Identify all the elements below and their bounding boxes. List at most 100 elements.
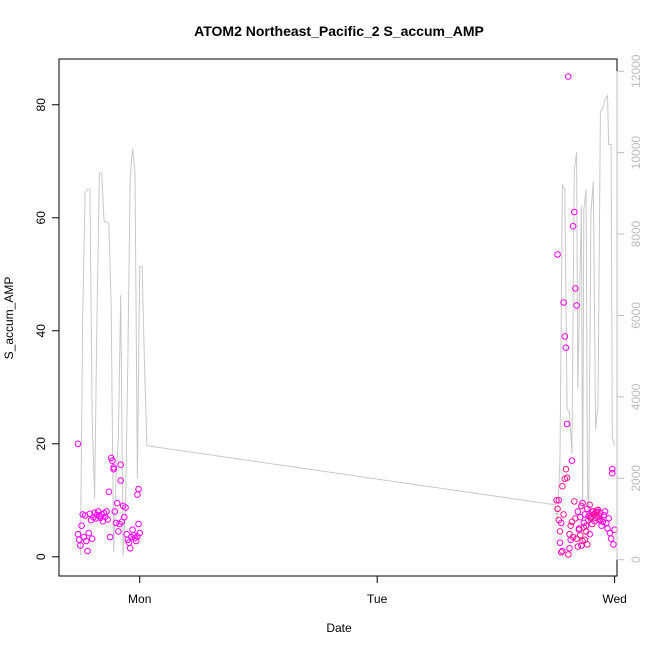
data-point xyxy=(557,549,565,556)
data-point xyxy=(565,73,572,80)
data-point xyxy=(85,529,92,537)
line-series xyxy=(79,93,616,556)
data-point xyxy=(607,535,615,543)
data-point xyxy=(569,222,577,230)
data-point xyxy=(562,465,570,473)
data-point xyxy=(595,512,603,519)
y-tick-label-left: 0 xyxy=(34,553,48,560)
data-point xyxy=(600,511,608,519)
data-point xyxy=(553,497,560,504)
data-point xyxy=(573,302,580,309)
y-tick-label-left: 20 xyxy=(34,437,48,451)
data-point xyxy=(568,518,576,526)
y-tick-label-right: 0 xyxy=(629,556,643,563)
data-point xyxy=(113,499,121,507)
data-point xyxy=(74,440,82,448)
data-point xyxy=(598,522,605,530)
data-point xyxy=(122,504,129,511)
data-point xyxy=(588,520,596,528)
data-point xyxy=(561,333,569,340)
data-point xyxy=(572,515,579,522)
data-point xyxy=(121,513,128,521)
data-point xyxy=(111,508,119,515)
data-point xyxy=(556,539,564,547)
data-point xyxy=(563,474,571,482)
y-tick-label-left: 60 xyxy=(34,211,48,225)
data-point xyxy=(129,526,136,534)
data-point xyxy=(117,461,124,469)
data-point xyxy=(88,535,96,543)
series-line xyxy=(79,93,616,556)
data-point xyxy=(582,528,590,535)
y-tick-label-right: 8000 xyxy=(629,220,643,247)
data-point xyxy=(597,516,604,523)
data-point xyxy=(569,533,577,541)
data-point xyxy=(573,535,580,543)
data-point xyxy=(610,541,617,548)
data-point xyxy=(84,547,91,555)
data-point xyxy=(136,529,143,537)
y-tick-label-left: 40 xyxy=(34,324,48,338)
data-point xyxy=(609,469,616,477)
data-point xyxy=(74,530,82,538)
data-point xyxy=(568,457,576,465)
data-point xyxy=(555,516,563,524)
data-point xyxy=(555,497,563,504)
data-point xyxy=(581,511,589,518)
x-axis: Mon Tue Wed xyxy=(128,575,627,606)
data-point xyxy=(571,498,578,505)
data-point xyxy=(559,482,566,490)
data-point xyxy=(117,477,124,484)
data-point xyxy=(566,545,573,552)
data-point xyxy=(110,464,117,471)
data-point xyxy=(115,528,122,535)
data-point xyxy=(571,208,578,216)
data-point xyxy=(563,420,571,428)
data-point xyxy=(560,299,567,306)
data-point xyxy=(77,542,84,549)
data-point xyxy=(562,344,570,352)
data-point xyxy=(135,520,142,528)
data-point xyxy=(576,532,584,539)
data-point xyxy=(565,551,572,558)
data-point xyxy=(556,528,564,535)
data-point xyxy=(83,537,90,545)
data-point xyxy=(86,510,94,518)
data-point xyxy=(126,545,134,552)
data-point xyxy=(109,457,116,465)
plot-frame xyxy=(58,58,618,577)
data-point xyxy=(554,251,561,258)
data-point xyxy=(78,522,85,530)
data-point xyxy=(106,533,114,541)
data-point xyxy=(584,541,591,548)
x-tick-label: Tue xyxy=(367,592,388,606)
x-axis-label: Date xyxy=(326,621,352,635)
data-point xyxy=(560,511,567,518)
data-point xyxy=(574,508,582,515)
data-point xyxy=(103,508,110,515)
data-point xyxy=(134,491,141,498)
y-tick-label-right: 4000 xyxy=(629,383,643,410)
y-axis-label: S_accum_AMP xyxy=(2,277,16,360)
data-point xyxy=(576,513,584,521)
data-point xyxy=(601,508,609,515)
data-point xyxy=(572,285,579,292)
data-point xyxy=(605,515,613,522)
data-point xyxy=(104,516,111,523)
data-point xyxy=(554,505,561,513)
data-point xyxy=(574,543,582,550)
y-tick-label-right: 10000 xyxy=(629,136,643,170)
data-point xyxy=(578,502,585,510)
y-axis-left: 0 20 40 60 80 xyxy=(34,98,60,560)
data-point xyxy=(609,465,616,473)
scatter-series xyxy=(74,73,618,558)
data-point xyxy=(559,547,566,555)
y-tick-label-left: 80 xyxy=(34,98,48,112)
chart-title: ATOM2 Northeast_Pacific_2 S_accum_AMP xyxy=(194,23,484,39)
y-axis-right: 0 2000 4000 6000 8000 10000 12000 xyxy=(616,54,643,563)
y-tick-label-right: 12000 xyxy=(629,54,643,88)
data-point xyxy=(105,488,113,496)
y-tick-label-right: 6000 xyxy=(629,302,643,329)
data-point xyxy=(586,501,594,509)
